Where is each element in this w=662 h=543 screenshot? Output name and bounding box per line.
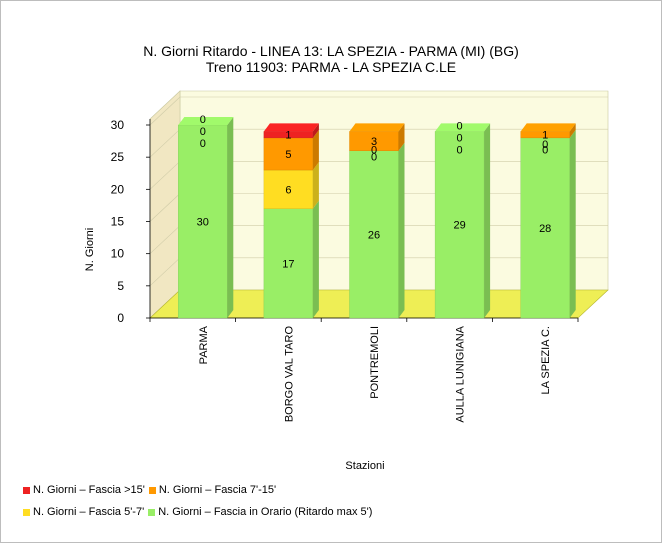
- bar-segment: [263, 208, 314, 319]
- bar-segment: [263, 169, 314, 209]
- x-tick-label: BORGO VAL TARO: [283, 326, 295, 423]
- gridline-side: [149, 193, 181, 222]
- y-tick-label: 5: [117, 279, 124, 293]
- data-label: 0: [457, 132, 463, 144]
- bar-segment: [349, 150, 399, 319]
- data-label: 0: [371, 152, 377, 164]
- legend-swatch: [23, 486, 30, 494]
- y-axis-title: N. Giorni: [84, 228, 96, 271]
- data-label: 6: [285, 184, 291, 196]
- y-tick-label: 20: [111, 182, 125, 196]
- bar-segment: [520, 137, 570, 319]
- bar-segment: [178, 124, 228, 319]
- x-tick-label: PARMA: [198, 325, 210, 364]
- legend-label: N. Giorni – Fascia >15': [33, 484, 145, 496]
- gridline-side: [149, 161, 181, 190]
- bar-segment-side: [569, 129, 576, 318]
- legend-label: N. Giorni – Fascia in Orario (Ritardo ma…: [158, 506, 373, 518]
- y-tick-label: 30: [111, 118, 125, 132]
- y-tick-label: 0: [117, 311, 124, 325]
- data-label: 1: [542, 130, 548, 142]
- data-label: 5: [285, 149, 291, 161]
- data-label: 3: [371, 136, 377, 148]
- data-label: 0: [371, 144, 377, 156]
- data-label: 26: [368, 229, 380, 241]
- chart-title-block: N. Giorni Ritardo - LINEA 13: LA SPEZIA …: [1, 43, 661, 75]
- bar-top-face: [178, 117, 234, 125]
- chart-subtitle: Treno 11903: PARMA - LA SPEZIA C.LE: [205, 59, 457, 75]
- side-wall: [149, 90, 181, 319]
- legend-label: N. Giorni – Fascia 5'-7': [33, 506, 145, 518]
- legend-swatch: [148, 486, 156, 494]
- legend-item: N. Giorni – Fascia 5'-7': [23, 506, 144, 518]
- data-label: 0: [457, 144, 463, 156]
- bar-segment-side: [227, 117, 234, 318]
- gridline-side: [149, 128, 181, 158]
- y-tick-label: 15: [111, 215, 125, 229]
- gridline-side: [149, 257, 181, 287]
- legend-swatch: [148, 508, 156, 516]
- gridline-side: [149, 96, 181, 126]
- bar-top-face: [520, 123, 576, 132]
- gridline-side: [149, 225, 181, 254]
- bar-segment: [434, 131, 485, 319]
- x-tick-label: LA SPEZIA C.: [540, 326, 552, 394]
- bar-segment-side: [569, 123, 576, 138]
- data-label: 17: [282, 258, 294, 270]
- bar-segment-side: [484, 123, 491, 318]
- data-label: 0: [200, 138, 206, 150]
- data-label: 0: [200, 126, 206, 138]
- data-label: 0: [200, 114, 206, 126]
- bar-segment: [263, 137, 314, 171]
- bar-segment-side: [312, 162, 319, 209]
- bar-top-face: [263, 123, 319, 132]
- x-tick-label: PONTREMOLI: [369, 326, 381, 399]
- legend-row: N. Giorni – Fascia 5'-7' N. Giorni – Fasc…: [23, 501, 376, 523]
- bar-segment-side: [398, 142, 405, 318]
- bar-top-face: [349, 123, 405, 132]
- y-tick-label: 25: [111, 150, 125, 164]
- legend-item: N. Giorni – Fascia 7'-15': [148, 484, 277, 496]
- legend-item: N. Giorni – Fascia >15': [23, 484, 145, 496]
- x-axis-title: Stazioni: [345, 460, 384, 472]
- legend-swatch: [23, 508, 30, 516]
- bar-segment-side: [398, 123, 405, 151]
- bar-segment-side: [312, 123, 319, 138]
- bar-top-face: [435, 123, 491, 132]
- data-label: 0: [542, 144, 548, 156]
- data-label: 29: [453, 220, 465, 232]
- chart-title: N. Giorni Ritardo - LINEA 13: LA SPEZIA …: [143, 43, 519, 59]
- legend-item: N. Giorni – Fascia in Orario (Ritardo ma…: [148, 506, 372, 518]
- data-label: 28: [539, 223, 551, 235]
- data-label: 0: [542, 139, 548, 151]
- x-tick-label: AULLA LUNIGIANA: [455, 325, 467, 422]
- legend-label: N. Giorni – Fascia 7'-15': [158, 484, 277, 496]
- bar-segment-side: [312, 129, 319, 171]
- y-tick-label: 10: [111, 247, 125, 261]
- data-label: 1: [285, 130, 291, 142]
- bar-segment-side: [312, 200, 319, 318]
- legend-row: N. Giorni – Fascia >15' N. Giorni – Fasci…: [23, 479, 376, 501]
- chart-legend: N. Giorni – Fascia >15' N. Giorni – Fasci…: [23, 479, 376, 523]
- data-label: 0: [457, 120, 463, 132]
- data-label: 30: [197, 217, 209, 229]
